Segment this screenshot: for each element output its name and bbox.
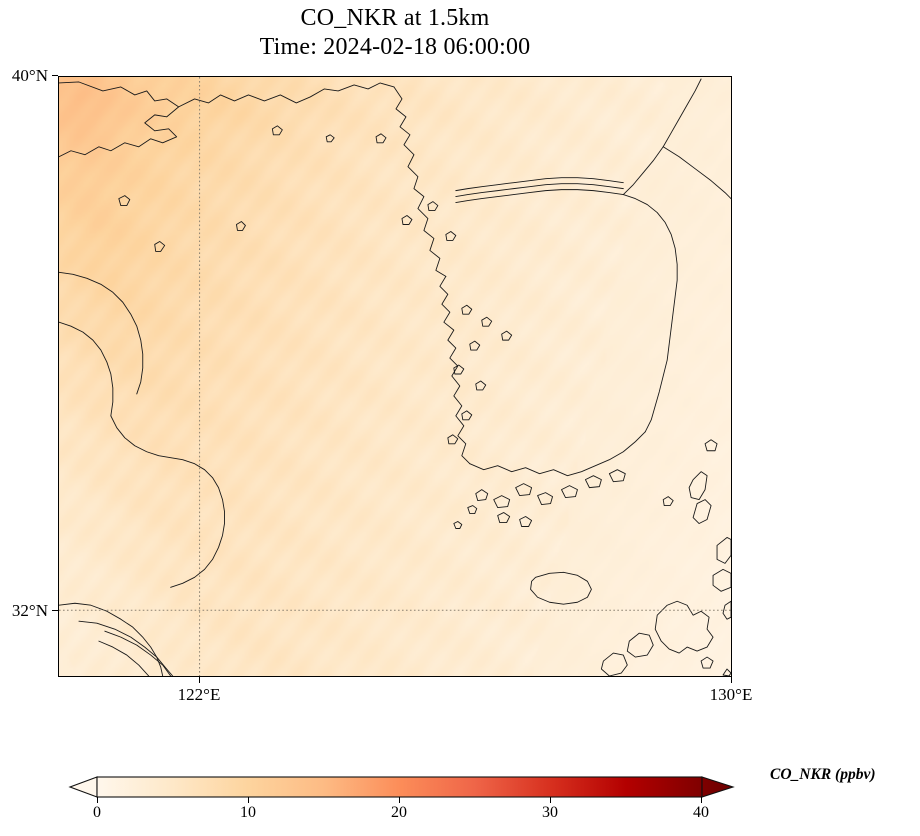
- colorbar-tick-30: [550, 797, 552, 803]
- colorbar-label-30: 30: [542, 804, 558, 821]
- colorbar-tick-0: [97, 797, 99, 803]
- colorbar-tick-10: [248, 797, 250, 803]
- colorbar-label-0: 0: [93, 804, 101, 821]
- ytick-label-32N: 32°N: [11, 601, 48, 620]
- xtick-mark-122E: [199, 677, 201, 683]
- xtick-label-122E: 122°E: [177, 685, 221, 704]
- ytick-mark-32N: [52, 610, 58, 612]
- colorbar-gradient: [96, 776, 703, 798]
- colorbar-extend-high: [701, 776, 735, 798]
- graticule-gridlines: [59, 77, 731, 676]
- xtick-label-130E: 130°E: [709, 685, 753, 704]
- colorbar-tick-20: [399, 797, 401, 803]
- map-axes[interactable]: [58, 76, 732, 677]
- colorbar-tick-40: [701, 797, 703, 803]
- colorbar-extend-low: [68, 776, 98, 798]
- title-line-time: Time: 2024-02-18 06:00:00: [259, 34, 531, 60]
- co-concentration-raster: [59, 77, 731, 676]
- colorbar-label-10: 10: [240, 804, 256, 821]
- colorbar[interactable]: [60, 760, 740, 816]
- colorbar-label-40: 40: [693, 804, 709, 821]
- concentration-field: [59, 77, 731, 676]
- ytick-label-40N: 40°N: [11, 66, 48, 85]
- title-line-variable: CO_NKR at 1.5km: [300, 5, 490, 31]
- ytick-mark-40N: [52, 75, 58, 77]
- figure-title: CO_NKR at 1.5km Time: 2024-02-18 06:00:0…: [0, 4, 790, 62]
- colorbar-label-20: 20: [391, 804, 407, 821]
- coastline-overlay: [59, 78, 731, 676]
- xtick-mark-130E: [731, 677, 733, 683]
- colorbar-title: CO_NKR (ppbv): [770, 766, 876, 783]
